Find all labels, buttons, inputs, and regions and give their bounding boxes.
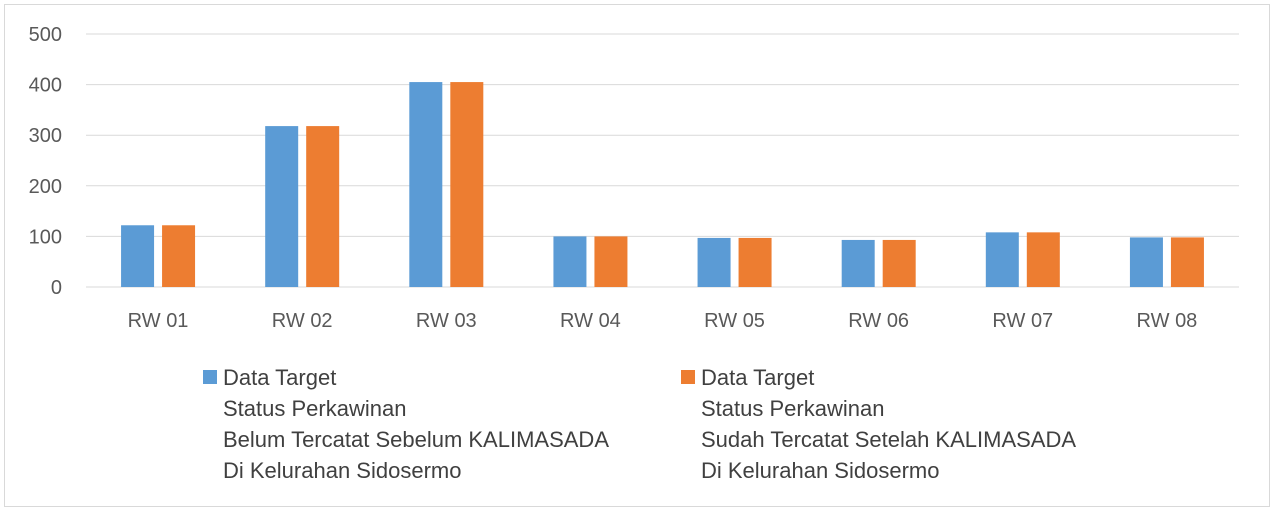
y-tick-label: 500 <box>29 24 62 46</box>
legend-swatch-series-2 <box>681 370 695 384</box>
bar-series-2-rw-08 <box>1170 237 1204 287</box>
bar-series-1-rw-01 <box>121 225 155 287</box>
legend-entry-series-2: Data Target Status Perkawinan Sudah Terc… <box>681 362 1076 486</box>
bar-series-2-rw-03 <box>450 82 484 287</box>
bar-series-2-rw-07 <box>1026 232 1060 287</box>
bar-series-1-rw-06 <box>841 239 875 287</box>
bar-series-2-rw-02 <box>306 126 340 287</box>
bar-series-1-rw-05 <box>697 237 731 287</box>
x-tick-label: RW 03 <box>416 310 477 332</box>
legend-label-series-2-line-3: Sudah Tercatat Setelah KALIMASADA <box>701 427 1077 452</box>
legend-label-series-2-line-2: Status Perkawinan <box>701 396 885 421</box>
x-tick-label: RW 01 <box>128 310 189 332</box>
x-tick-label: RW 07 <box>992 310 1053 332</box>
legend-label-series-1-line-2: Status Perkawinan <box>223 396 407 421</box>
y-tick-label: 0 <box>51 277 62 299</box>
x-tick-label: RW 06 <box>848 310 909 332</box>
y-tick-label: 300 <box>29 125 62 147</box>
bar-series-1-rw-02 <box>265 126 299 287</box>
bar-series-1-rw-03 <box>409 82 443 287</box>
bar-series-1-rw-08 <box>1129 237 1163 287</box>
y-tick-label: 100 <box>29 226 62 248</box>
x-tick-label: RW 05 <box>704 310 765 332</box>
legend-label-series-1-line-3: Belum Tercatat Sebelum KALIMASADA <box>223 427 609 452</box>
legend-label-series-2-line-4: Di Kelurahan Sidosermo <box>701 458 940 483</box>
legend-label-series-1-line-1: Data Target <box>223 365 337 390</box>
bar-series-2-rw-06 <box>882 239 916 287</box>
x-tick-label: RW 04 <box>560 310 621 332</box>
bar-series-2-rw-05 <box>738 237 772 287</box>
bar-series-1-rw-04 <box>553 236 587 287</box>
legend-label-series-2-line-1: Data Target <box>701 365 815 390</box>
bar-series-2-rw-01 <box>162 225 196 287</box>
y-tick-label: 200 <box>29 176 62 198</box>
legend-label-series-1-line-4: Di Kelurahan Sidosermo <box>223 458 462 483</box>
bar-series-1-rw-07 <box>985 232 1019 287</box>
legend-swatch-series-1 <box>203 370 217 384</box>
x-tick-label: RW 08 <box>1137 310 1198 332</box>
bar-series-2-rw-04 <box>594 236 628 287</box>
x-tick-label: RW 02 <box>272 310 333 332</box>
legend-entry-series-1: Data Target Status Perkawinan Belum Terc… <box>203 362 609 486</box>
y-tick-label: 400 <box>29 75 62 97</box>
